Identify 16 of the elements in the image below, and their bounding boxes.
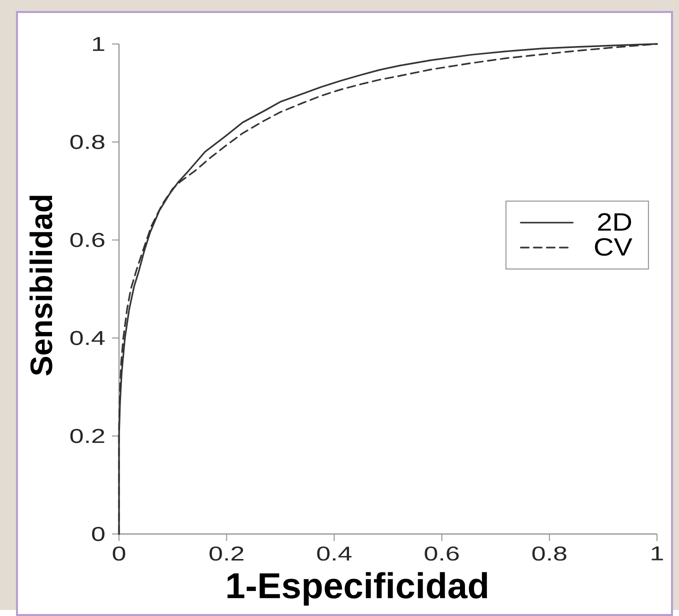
x-tick-label: 0.4: [317, 546, 352, 561]
y-tick-label: 1: [93, 37, 104, 51]
x-tick-label: 0: [112, 546, 126, 561]
legend-label: 2D: [598, 213, 632, 231]
y-tick-label: 0.6: [70, 232, 104, 248]
x-tick-label: 0.2: [210, 546, 244, 561]
x-tick-label: 1: [652, 546, 663, 560]
y-tick-label: 0.8: [70, 134, 104, 150]
legend-label: CV: [594, 238, 632, 256]
y-tick-label: 0.2: [70, 428, 104, 444]
y-axis-title: Sensibilidad: [30, 196, 52, 376]
y-tick-label: 0: [92, 526, 104, 542]
y-tick-label: 0.4: [70, 330, 105, 346]
x-tick-label: 0.8: [532, 546, 566, 561]
x-tick-label: 0.6: [424, 546, 459, 561]
x-axis-title: 1-Especificidad: [228, 572, 488, 606]
